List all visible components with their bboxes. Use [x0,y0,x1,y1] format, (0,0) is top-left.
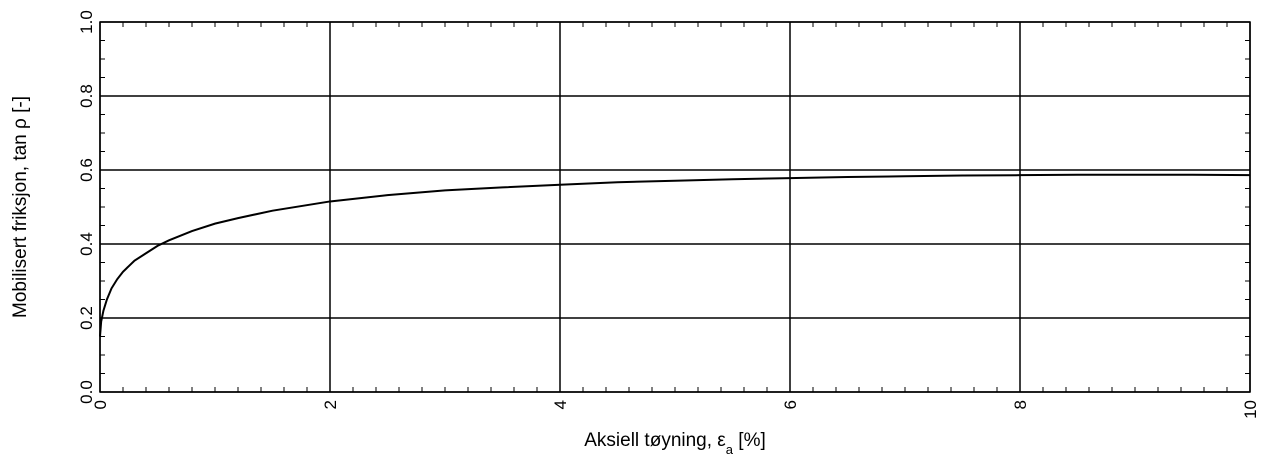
y-axis-label: Mobilisert friksjon, tan ρ [-] [10,96,31,318]
y-tick-label: 0.8 [77,84,96,108]
x-tick-label: 4 [551,400,570,409]
y-tick-label: 0.4 [77,232,96,256]
y-tick-label: 0.0 [77,380,96,404]
x-tick-label: 10 [1241,400,1260,419]
y-tick-label: 0.2 [77,306,96,330]
x-tick-label: 2 [321,400,340,409]
plot-area-frame [99,21,1251,393]
grid [99,21,1251,393]
y-tick-labels: 0.0 0.2 0.4 0.6 0.8 1.0 [77,10,96,404]
minor-ticks [100,22,1250,392]
y-tick-label: 0.6 [77,158,96,182]
x-tick-label: 8 [1011,400,1030,409]
series-line [99,173,1251,337]
y-tick-label: 1.0 [77,10,96,34]
x-tick-label: 6 [781,400,800,409]
x-axis-label: Aksiell tøyning, εa [%] [584,430,766,456]
x-tick-labels: 0 2 4 6 8 10 [91,400,1260,419]
x-tick-label: 0 [91,400,110,409]
